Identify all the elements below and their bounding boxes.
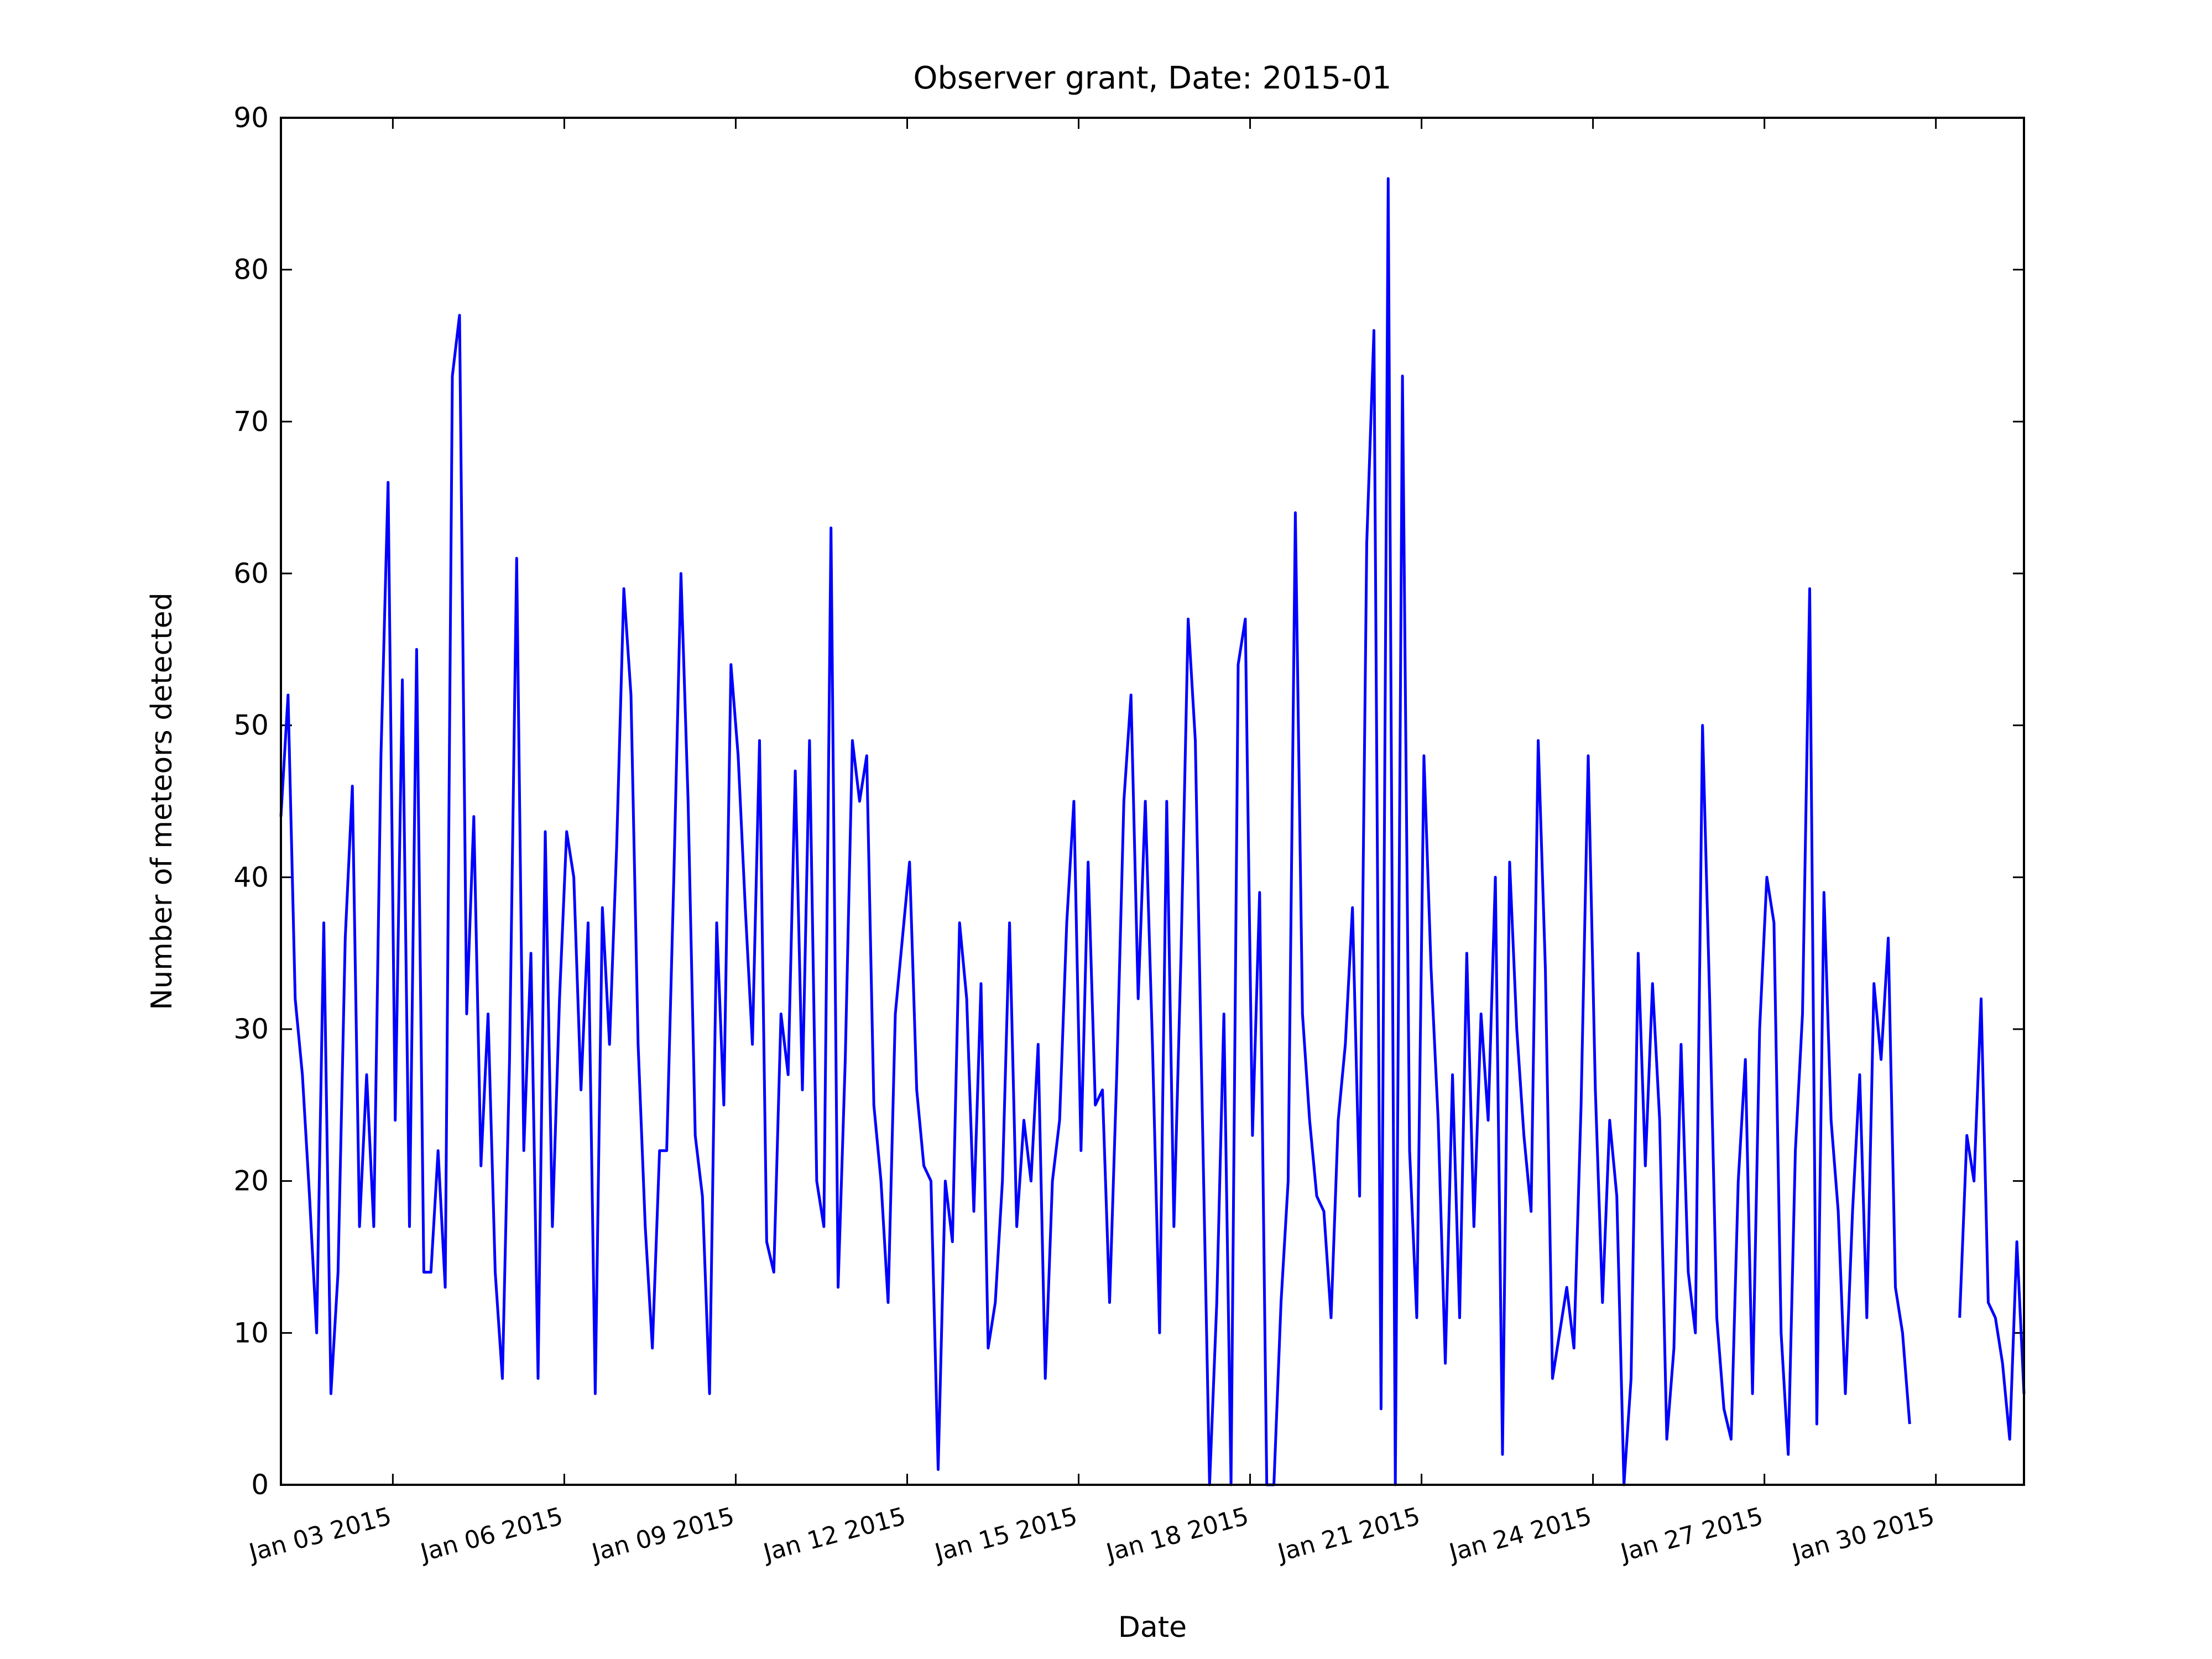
y-tick-label: 20 [233, 1165, 269, 1197]
y-tick-label: 90 [233, 102, 269, 134]
y-tick-label: 70 [233, 405, 269, 437]
y-tick-label: 60 [233, 557, 269, 589]
plot-frame [280, 117, 2025, 1486]
x-axis-label: Date [1118, 1611, 1187, 1644]
y-tick-label: 0 [251, 1469, 269, 1501]
y-tick-label: 40 [233, 861, 269, 893]
y-tick-label: 80 [233, 254, 269, 286]
y-axis-label: Number of meteors detected [145, 592, 179, 1010]
y-tick-label: 10 [233, 1317, 269, 1349]
chart-title: Observer grant, Date: 2015-01 [913, 60, 1391, 96]
y-tick-label: 50 [233, 709, 269, 742]
y-tick-label: 30 [233, 1013, 269, 1045]
data-line [279, 177, 2026, 1486]
